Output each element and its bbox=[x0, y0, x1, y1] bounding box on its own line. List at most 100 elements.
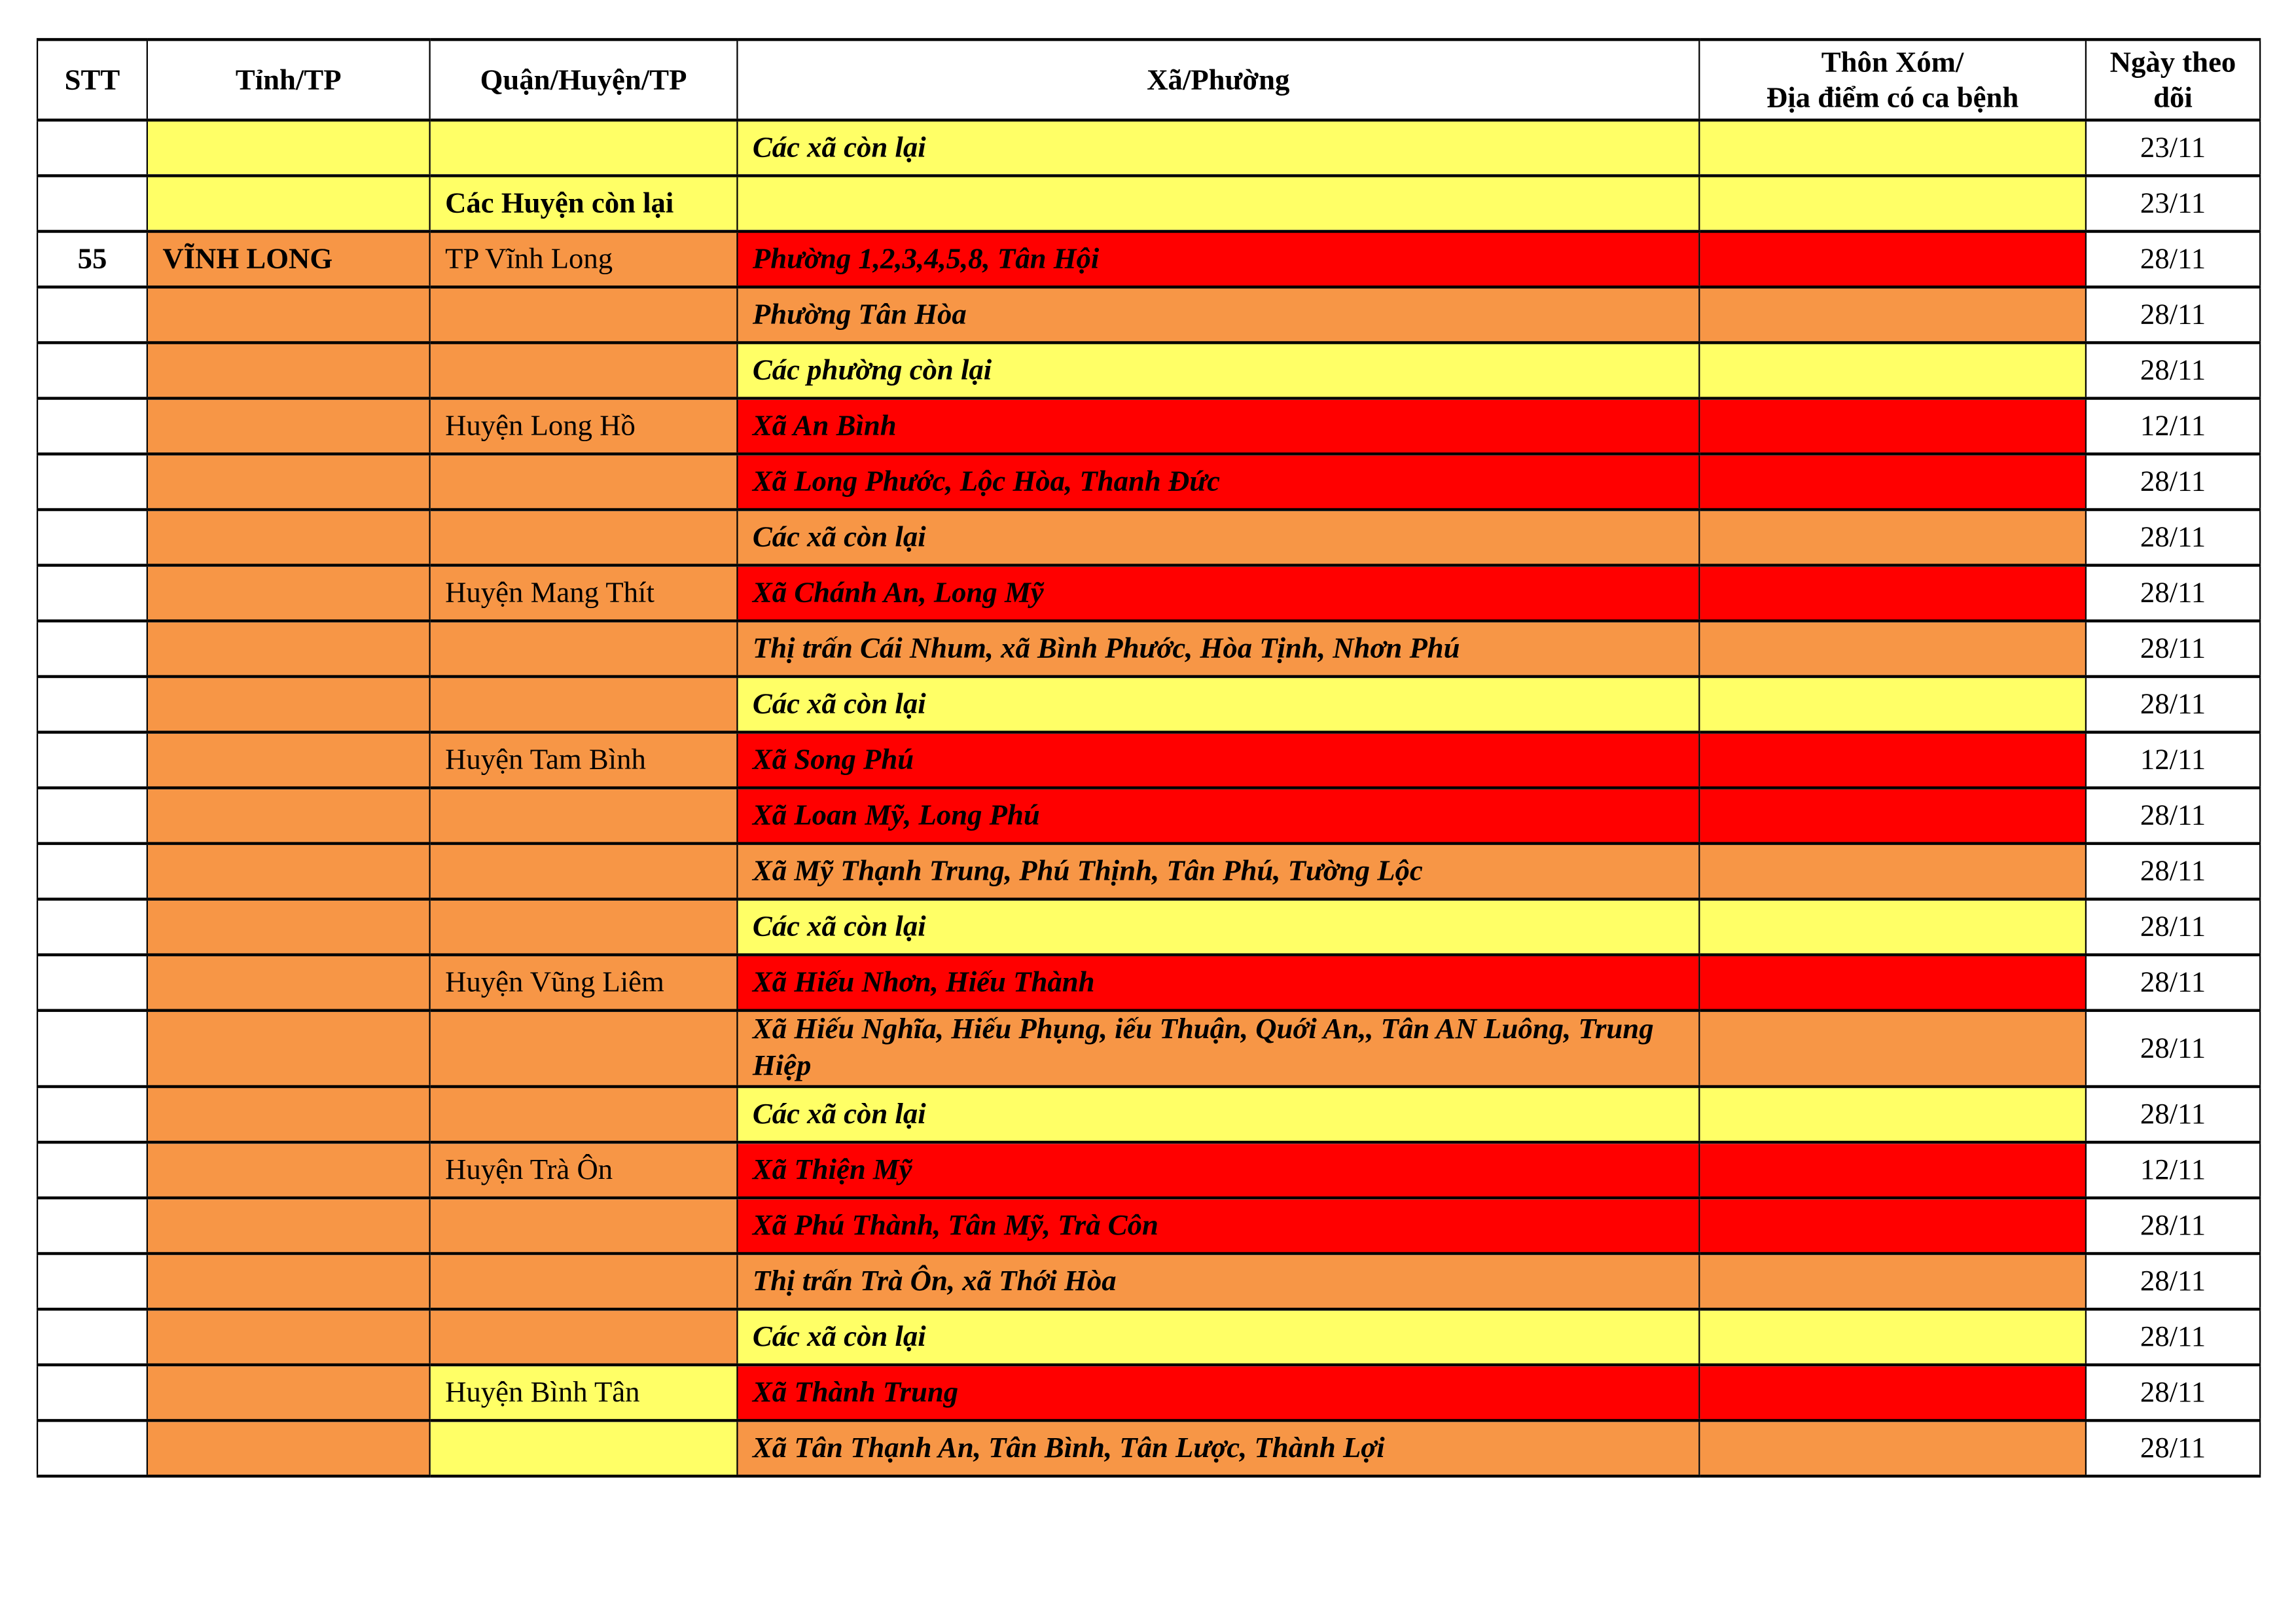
table-row: Xã Hiếu Nghĩa, Hiếu Phụng, iếu Thuận, Qu… bbox=[36, 1009, 2261, 1089]
location-cell bbox=[1698, 341, 2087, 400]
province-cell bbox=[146, 953, 431, 1012]
table-row: Huyện Mang Thít Xã Chánh An, Long Mỹ 28/11 bbox=[36, 564, 2261, 623]
location-cell bbox=[1698, 953, 2087, 1012]
date-cell: 28/11 bbox=[2085, 842, 2261, 901]
table-row: Các xã còn lại 28/11 bbox=[36, 508, 2261, 567]
ward-cell: Xã Tân Thạnh An, Tân Bình, Tân Lược, Thà… bbox=[736, 1418, 1700, 1478]
stt-cell: 55 bbox=[36, 230, 148, 289]
date-cell: 12/11 bbox=[2085, 397, 2261, 456]
district-cell bbox=[429, 1196, 738, 1255]
ward-cell: Các xã còn lại bbox=[736, 508, 1700, 567]
province-cell bbox=[146, 842, 431, 901]
date-cell: 28/11 bbox=[2085, 1363, 2261, 1422]
stt-cell bbox=[36, 174, 148, 233]
location-cell bbox=[1698, 118, 2087, 177]
stt-cell bbox=[36, 786, 148, 845]
stt-cell bbox=[36, 1252, 148, 1311]
header-province: Tỉnh/TP bbox=[146, 38, 431, 122]
date-cell: 28/11 bbox=[2085, 786, 2261, 845]
header-district: Quận/Huyện/TP bbox=[429, 38, 738, 122]
province-cell bbox=[146, 285, 431, 344]
province-cell bbox=[146, 1307, 431, 1367]
location-cell bbox=[1698, 452, 2087, 511]
date-cell: 28/11 bbox=[2085, 619, 2261, 678]
location-cell bbox=[1698, 230, 2087, 289]
ward-cell: Xã Mỹ Thạnh Trung, Phú Thịnh, Tân Phú, T… bbox=[736, 842, 1700, 901]
date-cell: 23/11 bbox=[2085, 118, 2261, 177]
district-cell bbox=[429, 341, 738, 400]
outbreak-area-table: STT Tỉnh/TP Quận/Huyện/TP Xã/Phường Thôn… bbox=[36, 38, 2261, 1478]
stt-cell bbox=[36, 118, 148, 177]
province-cell bbox=[146, 786, 431, 845]
district-cell bbox=[429, 118, 738, 177]
date-cell: 28/11 bbox=[2085, 1196, 2261, 1255]
ward-cell: Các xã còn lại bbox=[736, 118, 1700, 177]
table-row: Các xã còn lại 28/11 bbox=[36, 1307, 2261, 1367]
district-cell bbox=[429, 675, 738, 734]
date-cell: 28/11 bbox=[2085, 230, 2261, 289]
province-cell bbox=[146, 1085, 431, 1144]
district-cell: Huyện Long Hồ bbox=[429, 397, 738, 456]
ward-cell bbox=[736, 174, 1700, 233]
ward-cell: Xã An Bình bbox=[736, 397, 1700, 456]
table-row: Các xã còn lại 28/11 bbox=[36, 897, 2261, 956]
date-cell: 28/11 bbox=[2085, 953, 2261, 1012]
location-cell bbox=[1698, 1252, 2087, 1311]
table-row: Các phường còn lại 28/11 bbox=[36, 341, 2261, 400]
ward-cell: Xã Thành Trung bbox=[736, 1363, 1700, 1422]
ward-cell: Các xã còn lại bbox=[736, 675, 1700, 734]
location-cell bbox=[1698, 897, 2087, 956]
province-cell bbox=[146, 1363, 431, 1422]
district-cell bbox=[429, 1085, 738, 1144]
district-cell bbox=[429, 786, 738, 845]
province-cell bbox=[146, 174, 431, 233]
table-row: Xã Loan Mỹ, Long Phú 28/11 bbox=[36, 786, 2261, 845]
province-cell bbox=[146, 731, 431, 789]
date-cell: 28/11 bbox=[2085, 508, 2261, 567]
date-cell: 28/11 bbox=[2085, 285, 2261, 344]
stt-cell bbox=[36, 1196, 148, 1255]
location-cell bbox=[1698, 619, 2087, 678]
table-row: Thị trấn Cái Nhum, xã Bình Phước, Hòa Tị… bbox=[36, 619, 2261, 678]
location-cell bbox=[1698, 1363, 2087, 1422]
ward-cell: Xã Thiện Mỹ bbox=[736, 1140, 1700, 1200]
date-cell: 28/11 bbox=[2085, 675, 2261, 734]
stt-cell bbox=[36, 1085, 148, 1144]
province-cell bbox=[146, 118, 431, 177]
district-cell bbox=[429, 1009, 738, 1089]
location-cell bbox=[1698, 731, 2087, 789]
stt-cell bbox=[36, 1009, 148, 1089]
date-cell: 28/11 bbox=[2085, 341, 2261, 400]
district-cell: Huyện Trà Ôn bbox=[429, 1140, 738, 1200]
stt-cell bbox=[36, 1140, 148, 1200]
ward-cell: Xã Song Phú bbox=[736, 731, 1700, 789]
table-row: Huyện Vũng Liêm Xã Hiếu Nhơn, Hiếu Thành 2… bbox=[36, 953, 2261, 1012]
district-cell bbox=[429, 285, 738, 344]
location-cell bbox=[1698, 1140, 2087, 1200]
table-row: Xã Phú Thành, Tân Mỹ, Trà Côn 28/11 bbox=[36, 1196, 2261, 1255]
table-row: Huyện Trà Ôn Xã Thiện Mỹ 12/11 bbox=[36, 1140, 2261, 1200]
ward-cell: Thị trấn Trà Ôn, xã Thới Hòa bbox=[736, 1252, 1700, 1311]
table-row: Các xã còn lại 23/11 bbox=[36, 118, 2261, 177]
district-cell: Huyện Bình Tân bbox=[429, 1363, 738, 1422]
stt-cell bbox=[36, 397, 148, 456]
location-cell bbox=[1698, 786, 2087, 845]
stt-cell bbox=[36, 285, 148, 344]
province-cell bbox=[146, 564, 431, 623]
date-cell: 28/11 bbox=[2085, 452, 2261, 511]
date-cell: 28/11 bbox=[2085, 897, 2261, 956]
table-row: Các xã còn lại 28/11 bbox=[36, 1085, 2261, 1144]
district-cell bbox=[429, 508, 738, 567]
table-row: Xã Tân Thạnh An, Tân Bình, Tân Lược, Thà… bbox=[36, 1418, 2261, 1478]
province-cell bbox=[146, 341, 431, 400]
date-cell: 28/11 bbox=[2085, 1085, 2261, 1144]
ward-cell: Xã Phú Thành, Tân Mỹ, Trà Côn bbox=[736, 1196, 1700, 1255]
district-cell bbox=[429, 897, 738, 956]
province-cell bbox=[146, 675, 431, 734]
table-row: Các xã còn lại 28/11 bbox=[36, 675, 2261, 734]
stt-cell bbox=[36, 1363, 148, 1422]
stt-cell bbox=[36, 842, 148, 901]
table-row: Các Huyện còn lại 23/11 bbox=[36, 174, 2261, 233]
date-cell: 28/11 bbox=[2085, 1418, 2261, 1478]
